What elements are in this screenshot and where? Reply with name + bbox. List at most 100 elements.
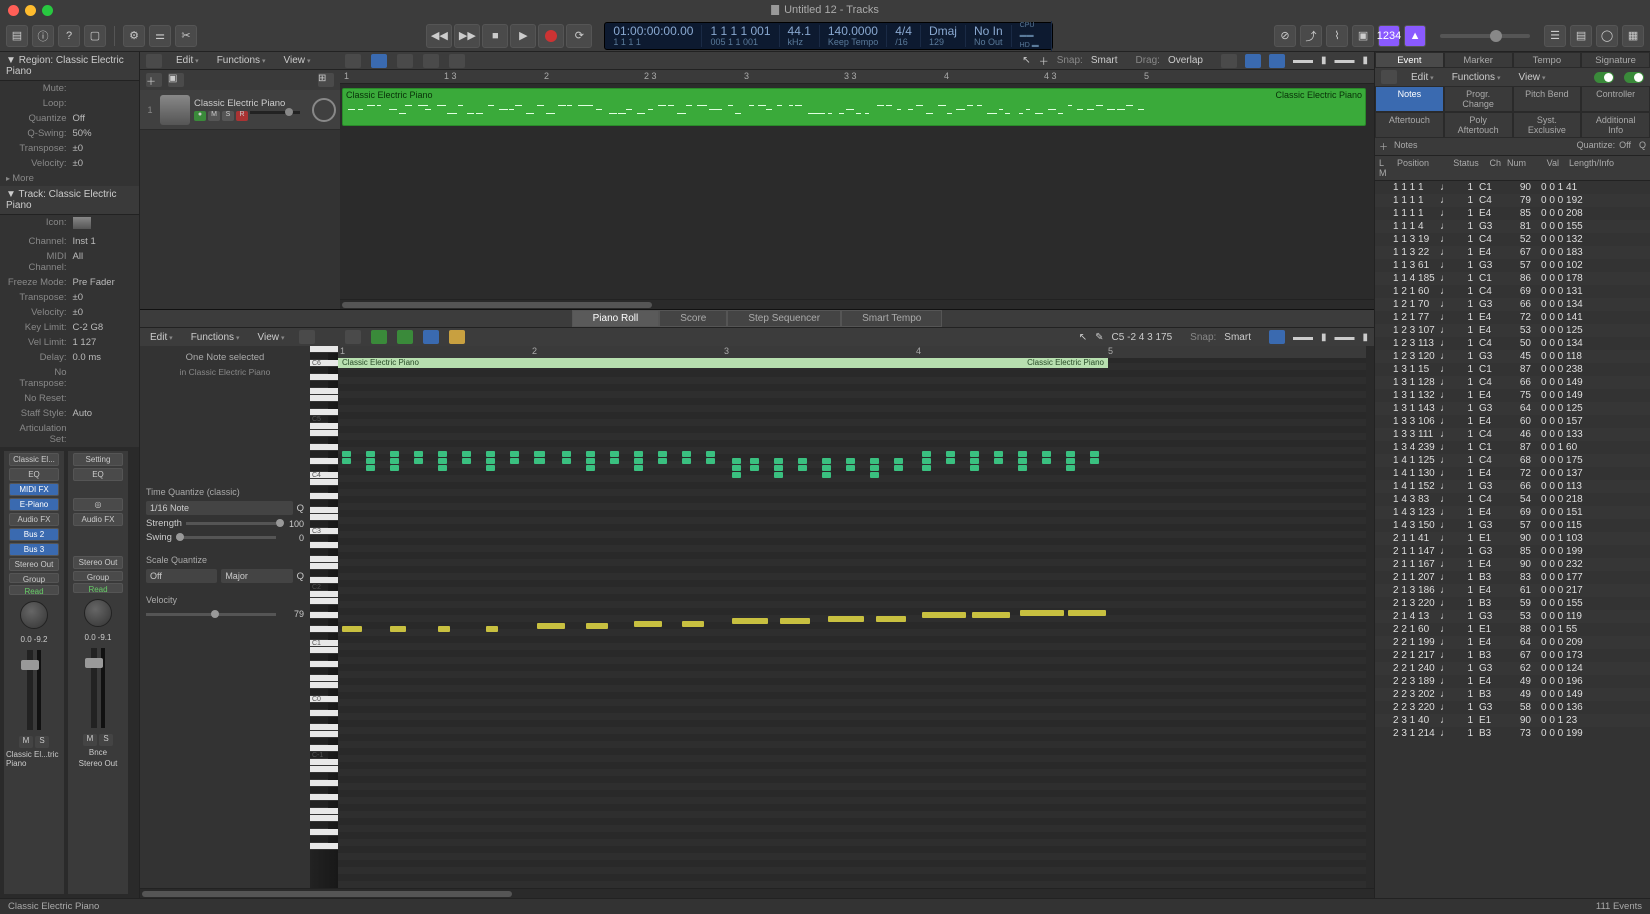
- keylim-value[interactable]: C-2 G8: [73, 322, 134, 333]
- pr-ruler[interactable]: 12345: [338, 346, 1366, 358]
- scaleq-major[interactable]: Major: [221, 569, 292, 583]
- snap-value[interactable]: Smart: [1091, 55, 1118, 66]
- tuner-button[interactable]: ⌇: [1326, 25, 1348, 47]
- velocity-value[interactable]: ±0: [73, 158, 134, 169]
- stereoout-button[interactable]: Stereo Out: [73, 556, 123, 569]
- lcd-display[interactable]: 01:00:00:00.001 1 1 1 1 1 1 1 001005 1 1…: [604, 22, 1052, 50]
- countoff-button[interactable]: ▣: [1352, 25, 1374, 47]
- pr-grid[interactable]: 12345 Classic Electric PianoClassic Elec…: [338, 346, 1366, 888]
- tab-smarttempo[interactable]: Smart Tempo: [841, 310, 942, 327]
- channel-value[interactable]: Inst 1: [73, 236, 134, 247]
- arrange-ruler[interactable]: 11 322 333 344 35: [340, 70, 1374, 84]
- event-row[interactable]: 1 3 4 239♩1C1870 0 1 60: [1375, 441, 1650, 454]
- back-icon[interactable]: [1381, 70, 1397, 84]
- fader[interactable]: [27, 650, 33, 730]
- c-icon[interactable]: [397, 330, 413, 344]
- add-track-icon[interactable]: ＋: [146, 73, 162, 87]
- close-button[interactable]: [8, 5, 19, 16]
- b-icon[interactable]: [371, 330, 387, 344]
- notepad-button[interactable]: ▤: [1570, 25, 1592, 47]
- vellim-value[interactable]: 1 127: [73, 337, 134, 348]
- event-row[interactable]: 1 2 1 60♩1C4690 0 0 131: [1375, 285, 1650, 298]
- track-row[interactable]: 1 Classic Electric Piano ● M S R: [140, 90, 340, 130]
- auto-icon[interactable]: [397, 54, 413, 68]
- rec-button[interactable]: R: [236, 111, 248, 121]
- zoom-h-icon[interactable]: [1221, 54, 1237, 68]
- inspector-button[interactable]: ⓘ: [32, 25, 54, 47]
- toggle-2[interactable]: [1624, 72, 1644, 83]
- view-menu[interactable]: View: [280, 55, 315, 66]
- event-row[interactable]: 1 1 1 4♩1G3810 0 0 155: [1375, 220, 1650, 233]
- tab-tempo[interactable]: Tempo: [1513, 52, 1582, 68]
- mute-button[interactable]: M: [83, 734, 97, 746]
- t-velocity-value[interactable]: ±0: [73, 307, 134, 318]
- event-row[interactable]: 2 3 1 40♩1E1900 0 1 23: [1375, 714, 1650, 727]
- midi-region[interactable]: Classic Electric Piano Classic Electric …: [342, 88, 1366, 126]
- tab-score[interactable]: Score: [659, 310, 727, 327]
- drag-value[interactable]: Overlap: [1168, 55, 1203, 66]
- subtab-pitch[interactable]: Pitch Bend: [1513, 86, 1582, 112]
- audiofx-button[interactable]: Audio FX: [9, 513, 59, 526]
- pointer-tool-icon[interactable]: ↖: [1079, 332, 1087, 343]
- event-row[interactable]: 2 3 1 214♩1B3730 0 0 199: [1375, 727, 1650, 740]
- event-row[interactable]: 1 3 3 106♩1E4600 0 0 157: [1375, 415, 1650, 428]
- a-icon[interactable]: [345, 330, 361, 344]
- t-transpose-value[interactable]: ±0: [73, 292, 134, 303]
- q-value[interactable]: Off: [1619, 140, 1631, 153]
- swing-slider[interactable]: [176, 536, 276, 539]
- piano-roll[interactable]: C6C5C4C3C2C1C0C-1 12345 Classic Electric…: [310, 346, 1374, 888]
- fader[interactable]: [91, 648, 97, 728]
- subtab-after[interactable]: Aftertouch: [1375, 112, 1444, 138]
- pr-region-bar[interactable]: Classic Electric PianoClassic Electric P…: [338, 358, 1108, 368]
- midich-value[interactable]: All: [73, 251, 134, 273]
- view-menu[interactable]: View: [254, 332, 289, 343]
- event-row[interactable]: 1 2 3 107♩1E4530 0 0 125: [1375, 324, 1650, 337]
- quantize-value[interactable]: Off: [73, 113, 134, 124]
- bus1-button[interactable]: Bus 2: [9, 528, 59, 541]
- add-tool-icon[interactable]: ＋: [1039, 53, 1049, 68]
- tab-marker[interactable]: Marker: [1444, 52, 1513, 68]
- region-header[interactable]: ▼ Region: Classic Electric Piano: [0, 52, 139, 81]
- side-icon[interactable]: [299, 330, 315, 344]
- read-button[interactable]: Read: [73, 583, 123, 593]
- event-row[interactable]: 2 2 1 217♩1B3670 0 0 173: [1375, 649, 1650, 662]
- tab-stepseq[interactable]: Step Sequencer: [727, 310, 841, 327]
- mute-button[interactable]: M: [208, 111, 220, 121]
- read-button[interactable]: Read: [9, 585, 59, 595]
- link-icon[interactable]: [1245, 54, 1261, 68]
- grid-icon[interactable]: [345, 54, 361, 68]
- velocity-slider[interactable]: [146, 613, 276, 616]
- event-row[interactable]: 1 1 4 185♩1C1860 0 0 178: [1375, 272, 1650, 285]
- event-row[interactable]: 2 2 3 202♩1B3490 0 0 149: [1375, 688, 1650, 701]
- stop-button[interactable]: ■: [482, 24, 508, 48]
- solo-button[interactable]: S: [35, 736, 49, 748]
- event-row[interactable]: 1 4 3 83♩1C4540 0 0 218: [1375, 493, 1650, 506]
- pointer-tool-icon[interactable]: ↖: [1022, 55, 1030, 66]
- event-row[interactable]: 1 2 1 70♩1G3660 0 0 134: [1375, 298, 1650, 311]
- eq-button[interactable]: EQ: [9, 468, 59, 481]
- midifx-button[interactable]: MIDI FX: [9, 483, 59, 496]
- pan-knob[interactable]: [20, 601, 48, 629]
- enable-button[interactable]: ●: [194, 111, 206, 121]
- edit-menu[interactable]: Edit: [172, 55, 203, 66]
- group-button[interactable]: Group: [9, 573, 59, 583]
- view-menu[interactable]: View: [1515, 72, 1550, 83]
- event-row[interactable]: 1 2 3 120♩1G3450 0 0 118: [1375, 350, 1650, 363]
- q-button[interactable]: Q: [297, 571, 304, 582]
- event-row[interactable]: 1 1 3 61♩1G3570 0 0 102: [1375, 259, 1650, 272]
- group-button[interactable]: Group: [73, 571, 123, 581]
- circle-button[interactable]: ◎: [73, 498, 123, 511]
- functions-menu[interactable]: Functions: [213, 55, 270, 66]
- event-row[interactable]: 1 1 3 22♩1E4670 0 0 183: [1375, 246, 1650, 259]
- event-row[interactable]: 1 2 1 77♩1E4720 0 0 141: [1375, 311, 1650, 324]
- tab-pianoroll[interactable]: Piano Roll: [572, 310, 660, 327]
- event-row[interactable]: 2 2 3 189♩1E4490 0 0 196: [1375, 675, 1650, 688]
- keyboard[interactable]: C6C5C4C3C2C1C0C-1: [310, 346, 338, 888]
- forward-button[interactable]: ▶▶: [454, 24, 480, 48]
- catch2-icon[interactable]: [1269, 54, 1285, 68]
- subtab-prog[interactable]: Progr. Change: [1444, 86, 1513, 112]
- epiano-button[interactable]: E-Piano: [9, 498, 59, 511]
- catch-icon[interactable]: [449, 54, 465, 68]
- arrange-area[interactable]: 11 322 333 344 35 Classic Electric Piano…: [340, 70, 1374, 309]
- staff-value[interactable]: Auto: [73, 408, 134, 419]
